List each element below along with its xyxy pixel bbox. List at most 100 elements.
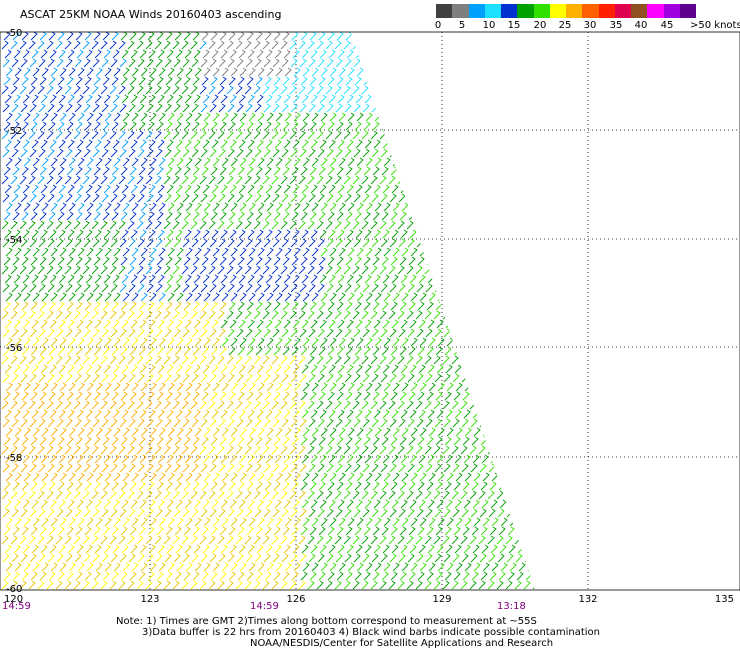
- wind-barb: [11, 463, 19, 473]
- wind-barb: [12, 256, 20, 266]
- wind-barb: [39, 211, 47, 221]
- wind-barb: [410, 157, 418, 167]
- wind-barb: [527, 472, 535, 482]
- wind-barb: [57, 211, 65, 221]
- wind-barb: [534, 346, 535, 356]
- wind-barb: [220, 274, 228, 284]
- wind-barb: [172, 490, 180, 500]
- wind-barb: [509, 562, 517, 572]
- wind-barb: [194, 292, 202, 302]
- wind-barb: [443, 553, 451, 563]
- wind-barb: [451, 220, 459, 230]
- wind-barb: [460, 220, 468, 230]
- wind-barb: [29, 508, 37, 518]
- wind-barb: [327, 301, 335, 311]
- wind-barb: [127, 130, 135, 140]
- wind-barb: [435, 166, 443, 176]
- wind-barb: [273, 121, 281, 131]
- wind-barb: [419, 427, 427, 437]
- wind-barb: [273, 31, 281, 41]
- wind-barb: [21, 346, 29, 356]
- wind-barb: [472, 139, 480, 149]
- wind-barb: [74, 553, 82, 563]
- wind-barb: [110, 373, 118, 383]
- wind-barb: [110, 328, 118, 338]
- wind-barb: [397, 175, 405, 185]
- wind-barb: [509, 337, 517, 347]
- wind-barb: [334, 490, 342, 500]
- wind-barb: [163, 535, 171, 545]
- wind-barb: [406, 265, 414, 275]
- wind-barb: [174, 256, 182, 266]
- wind-barb: [22, 94, 30, 104]
- wind-barb: [247, 364, 255, 374]
- wind-barb: [136, 220, 144, 230]
- wind-barb: [445, 274, 453, 284]
- wind-barb: [59, 112, 67, 122]
- wind-barb: [506, 373, 514, 383]
- wind-barb: [460, 265, 468, 275]
- wind-barb: [244, 85, 252, 95]
- wind-barb: [56, 463, 64, 473]
- wind-barb: [41, 382, 49, 392]
- wind-barb: [244, 175, 252, 185]
- wind-barb: [453, 256, 461, 266]
- wind-barb: [118, 85, 126, 95]
- wind-barb: [191, 238, 199, 248]
- wind-barb: [533, 238, 535, 248]
- wind-barb: [346, 274, 354, 284]
- wind-barb: [280, 130, 288, 140]
- wind-barb: [290, 58, 298, 68]
- wind-barb: [262, 445, 270, 455]
- wind-barb: [110, 238, 118, 248]
- wind-barb: [325, 130, 333, 140]
- wind-barb: [12, 481, 20, 491]
- wind-barb: [381, 211, 389, 221]
- wind-barb: [101, 328, 109, 338]
- wind-barb: [137, 463, 145, 473]
- wind-barb: [470, 508, 478, 518]
- wind-barb: [219, 571, 227, 581]
- wind-barb: [183, 121, 191, 131]
- wind-barb: [455, 472, 463, 482]
- wind-barb: [1, 445, 9, 455]
- wind-barb: [289, 175, 297, 185]
- wind-barb: [237, 121, 245, 131]
- wind-barb: [100, 580, 108, 590]
- wind-barb: [355, 229, 363, 239]
- wind-barb: [221, 67, 229, 77]
- wind-barb: [84, 526, 92, 536]
- wind-barb: [172, 220, 180, 230]
- wind-barb: [203, 202, 211, 212]
- wind-barb: [112, 49, 120, 59]
- wind-barb: [29, 103, 37, 113]
- wind-barb: [463, 229, 471, 239]
- wind-barb: [500, 472, 508, 482]
- wind-barb: [442, 535, 450, 545]
- wind-barb: [489, 301, 497, 311]
- wind-barb: [481, 274, 489, 284]
- wind-barb: [273, 211, 281, 221]
- wind-barb: [425, 508, 433, 518]
- wind-barb: [92, 103, 100, 113]
- wind-barb: [64, 40, 72, 50]
- wind-barb: [235, 355, 243, 365]
- wind-barb: [113, 202, 121, 212]
- wind-barb: [523, 175, 531, 185]
- wind-barb: [2, 418, 10, 428]
- wind-barb: [255, 391, 263, 401]
- wind-barb: [298, 490, 306, 500]
- wind-barb: [352, 355, 360, 365]
- wind-barb: [37, 40, 45, 50]
- wind-barb: [533, 508, 535, 518]
- wind-barb: [343, 130, 351, 140]
- wind-barb: [453, 301, 461, 311]
- wind-barb: [363, 436, 371, 446]
- wind-barb: [462, 121, 470, 131]
- wind-barb: [361, 445, 369, 455]
- wind-barb: [301, 229, 309, 239]
- wind-barb: [271, 355, 279, 365]
- wind-barb: [282, 301, 290, 311]
- wind-barb: [470, 58, 478, 68]
- wind-barb: [499, 94, 507, 104]
